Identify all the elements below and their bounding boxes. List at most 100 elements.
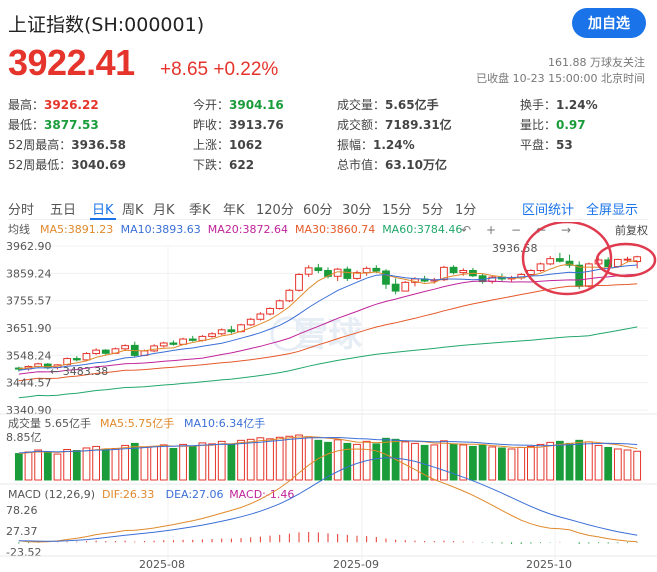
volume-bar (613, 448, 622, 481)
quote-item: 下跌：622 (193, 156, 254, 173)
tab-五日[interactable]: 五日 (50, 203, 77, 218)
price-axis-label: 3962.90 (6, 240, 52, 253)
macd-axis-label: 27.37 (6, 525, 38, 538)
quote-item: 量比：0.97 (520, 116, 586, 133)
volume-bar (246, 438, 255, 481)
volume-bar (256, 437, 265, 481)
volume-bar (198, 442, 207, 481)
volume-bar (188, 445, 197, 481)
candle-body (372, 267, 381, 272)
fullscreen-link[interactable]: 全屏显示 (586, 203, 639, 218)
date-axis-label: 2025-10 (526, 558, 572, 571)
price-axis-label: 3548.24 (6, 349, 52, 362)
tab-1分[interactable]: 1分 (455, 203, 477, 218)
quote-label: 换手： (520, 98, 557, 112)
quote-label: 量比： (520, 118, 557, 132)
candle-body (459, 269, 468, 274)
tab-年K[interactable]: 年K (223, 203, 245, 218)
candle-body (382, 270, 390, 285)
volume-bar (275, 436, 284, 481)
volume-bar (304, 436, 313, 481)
candle-body (82, 353, 91, 361)
quote-item: 上涨：1062 (193, 136, 262, 153)
tab-分时[interactable]: 分时 (8, 203, 35, 218)
kline-chart[interactable]: 均线 MA5:3891.23 MA10:3893.63 MA20:3872.64 MA3… (0, 222, 657, 572)
quote-label: 最低： (8, 118, 45, 132)
quote-item: 换手：1.24% (520, 96, 598, 113)
quote-item: 振幅：1.24% (337, 136, 415, 153)
tab-周K[interactable]: 周K (122, 203, 144, 218)
price-axis-label: 3651.90 (6, 322, 52, 335)
macd-line (18, 457, 638, 542)
tab-30分[interactable]: 30分 (342, 203, 372, 218)
volume-bar (575, 439, 584, 481)
candle-body (179, 338, 187, 345)
volume-legend-label: 成交量 5.65亿手 (8, 416, 91, 430)
low-annotation: ← 3483.38 (50, 365, 108, 378)
candle-body (401, 281, 410, 292)
price-axis-label: 3859.24 (6, 267, 52, 280)
tab-15分[interactable]: 15分 (382, 203, 412, 218)
volume-bar (24, 451, 33, 481)
candle-body (266, 307, 274, 315)
quote-item: 最高：3926.22 (8, 96, 99, 113)
candle-body (150, 345, 158, 352)
tab-5分[interactable]: 5分 (422, 203, 444, 218)
date-axis-label: 2025-08 (139, 558, 185, 571)
volume-bar (333, 439, 342, 481)
quote-label: 成交量： (337, 98, 386, 112)
tab-季K[interactable]: 季K (189, 203, 211, 218)
volume-bar (623, 449, 632, 481)
candle-body (275, 300, 284, 309)
volume-bar (517, 446, 526, 481)
volume-bar (72, 450, 81, 481)
quote-label: 52周最低： (8, 158, 72, 172)
quote-item: 52周最高：3936.58 (8, 136, 126, 153)
period-tabs: 分时 五日 日K 周K 月K 季K 年K 120分 60分 30分 15分 5分 1分 区间统计 全屏显示 (8, 196, 648, 220)
candle-body (246, 318, 255, 326)
tab-日K[interactable]: 日K (92, 203, 114, 218)
candle-body (208, 333, 216, 337)
tab-120分[interactable]: 120分 (256, 203, 294, 218)
highlight-circle (521, 222, 613, 296)
volume-bar (440, 440, 448, 481)
quote-value: 3877.53 (44, 118, 99, 132)
volume-bar (401, 441, 410, 481)
volume-bar (594, 444, 603, 481)
active-tab-indicator (90, 218, 116, 220)
volume-bar (372, 443, 381, 481)
ma-legend-item: MA20:3872.64 (208, 223, 288, 236)
ma-legend-item: MA30:3860.74 (295, 223, 375, 236)
quote-value: 3904.16 (229, 98, 284, 112)
candle-body (546, 258, 555, 265)
volume-bar (217, 440, 226, 481)
ma-legend-label: 均线 (8, 222, 30, 236)
volume-legend-item: MA10:6.34亿手 (184, 416, 265, 430)
volume-bar (343, 442, 352, 481)
volume-bar (565, 442, 574, 481)
quote-value: 0.97 (556, 118, 586, 132)
range-stats-link[interactable]: 区间统计 (522, 203, 575, 218)
quote-label: 52周最高： (8, 138, 72, 152)
quote-label: 下跌： (193, 158, 230, 172)
quote-label: 最高： (8, 98, 45, 112)
quote-value: 7189.31亿 (385, 118, 452, 132)
quote-item: 平盘：53 (520, 136, 573, 153)
volume-bar (63, 448, 72, 481)
candle-body (575, 264, 584, 287)
add-to-watchlist-button[interactable]: 加自选 (572, 8, 646, 38)
candle-body (295, 273, 303, 291)
volume-bar (527, 445, 535, 481)
high-annotation: 3936.58 (492, 242, 538, 255)
volume-bar (150, 445, 158, 481)
tab-60分[interactable]: 60分 (303, 203, 333, 218)
volume-bar (324, 441, 332, 481)
volume-bar (53, 453, 62, 481)
date-axis-label: 2025-09 (333, 558, 379, 571)
watermark-logo-icon (270, 316, 306, 352)
volume-bar (498, 447, 506, 481)
quote-label: 振幅： (337, 138, 374, 152)
volume-bar (266, 438, 274, 481)
tab-月K[interactable]: 月K (153, 203, 175, 218)
quote-value: 1.24% (556, 98, 598, 112)
